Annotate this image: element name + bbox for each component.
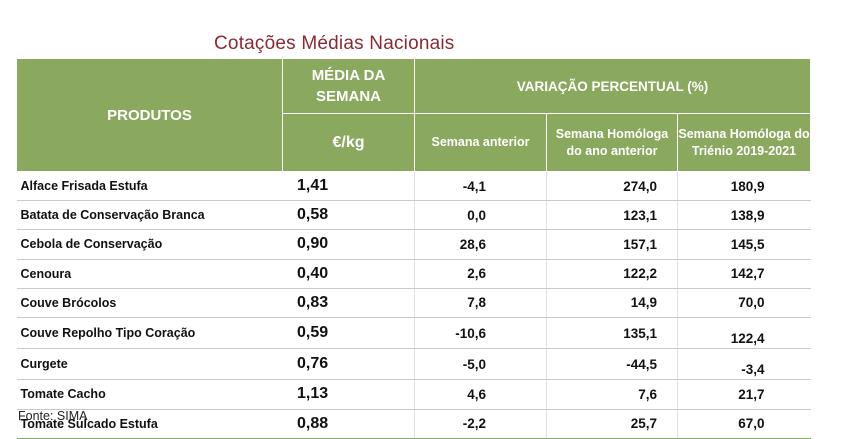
table-row: Tomate Sulcado Estufa 0,88 -2,2 25,7 67,0: [16, 409, 811, 439]
var-semana-anterior: 28,6: [414, 229, 547, 260]
table-row: Couve Repolho Tipo Coração 0,59 -10,6 135,1…: [16, 317, 811, 350]
weekly-average: 0,40: [282, 259, 415, 289]
var-trienio: 67,0: [677, 409, 811, 439]
header-media-semana: MÉDIA DA SEMANA: [282, 58, 415, 114]
var-semana-anterior: 0,0: [414, 200, 547, 231]
var-trienio: 138,9: [677, 200, 811, 231]
var-ano-anterior: -44,5: [546, 348, 678, 381]
header-semana-anterior: Semana anterior: [414, 113, 547, 172]
table-title: Cotações Médias Nacionais: [214, 33, 455, 54]
table-row: Alface Frisada Estufa 1,41 -4,1 274,0 180,9: [16, 171, 811, 202]
var-ano-anterior: 25,7: [546, 409, 678, 439]
weekly-average: 0,83: [282, 288, 415, 318]
table-row: Curgete 0,76 -5,0 -44,5 -3,4: [16, 348, 811, 381]
product-name: Batata de Conservação Branca: [16, 200, 283, 231]
weekly-average: 1,13: [282, 379, 415, 410]
weekly-average: 0,88: [282, 409, 415, 439]
header-homologa-ano: Semana Homóloga do ano anterior: [546, 113, 678, 172]
var-ano-anterior: 123,1: [546, 200, 678, 231]
var-ano-anterior: 14,9: [546, 288, 678, 318]
table-row: Cenoura 0,40 2,6 122,2 142,7: [16, 259, 811, 289]
var-ano-anterior: 135,1: [546, 317, 678, 350]
header-homologa-trienio: Semana Homóloga do Triénio 2019-2021: [677, 113, 811, 172]
var-trienio: 145,5: [677, 229, 811, 260]
var-semana-anterior: 7,8: [414, 288, 547, 318]
var-trienio: 21,7: [677, 379, 811, 410]
product-name: Couve Repolho Tipo Coração: [16, 317, 283, 350]
product-name: Tomate Sulcado Estufa: [16, 409, 283, 439]
table-row: Tomate Cacho 1,13 4,6 7,6 21,7: [16, 379, 811, 410]
var-semana-anterior: -5,0: [414, 348, 547, 381]
weekly-average: 0,59: [282, 317, 415, 350]
var-ano-anterior: 157,1: [546, 229, 678, 260]
product-name: Couve Brócolos: [16, 288, 283, 318]
var-semana-anterior: -4,1: [414, 171, 547, 202]
source-note: Fonte: SIMA: [18, 409, 88, 423]
weekly-average: 0,76: [282, 348, 415, 381]
var-trienio: 180,9: [677, 171, 811, 202]
var-trienio: 70,0: [677, 288, 811, 318]
var-semana-anterior: -10,6: [414, 317, 547, 350]
header-variacao: VARIAÇÃO PERCENTUAL (%): [414, 58, 811, 114]
var-trienio: -3,4: [677, 348, 811, 381]
weekly-average: 0,90: [282, 229, 415, 260]
header-unit: €/kg: [282, 113, 415, 172]
product-name: Tomate Cacho: [16, 379, 283, 410]
prices-table: PRODUTOS MÉDIA DA SEMANA VARIAÇÃO PERCEN…: [16, 58, 811, 439]
var-semana-anterior: 4,6: [414, 379, 547, 410]
table-row: Couve Brócolos 0,83 7,8 14,9 70,0: [16, 288, 811, 318]
header-produtos: PRODUTOS: [16, 58, 283, 172]
weekly-average: 0,58: [282, 200, 415, 231]
product-name: Alface Frisada Estufa: [16, 171, 283, 202]
table-row: Batata de Conservação Branca 0,58 0,0 123,1…: [16, 200, 811, 231]
weekly-average: 1,41: [282, 171, 415, 202]
var-ano-anterior: 7,6: [546, 379, 678, 410]
var-ano-anterior: 122,2: [546, 259, 678, 289]
var-trienio: 122,4: [677, 317, 811, 350]
var-ano-anterior: 274,0: [546, 171, 678, 202]
product-name: Cebola de Conservação: [16, 229, 283, 260]
var-semana-anterior: -2,2: [414, 409, 547, 439]
var-semana-anterior: 2,6: [414, 259, 547, 289]
table-row: Cebola de Conservação 0,90 28,6 157,1 145,5: [16, 229, 811, 260]
product-name: Curgete: [16, 348, 283, 381]
product-name: Cenoura: [16, 259, 283, 289]
var-trienio: 142,7: [677, 259, 811, 289]
